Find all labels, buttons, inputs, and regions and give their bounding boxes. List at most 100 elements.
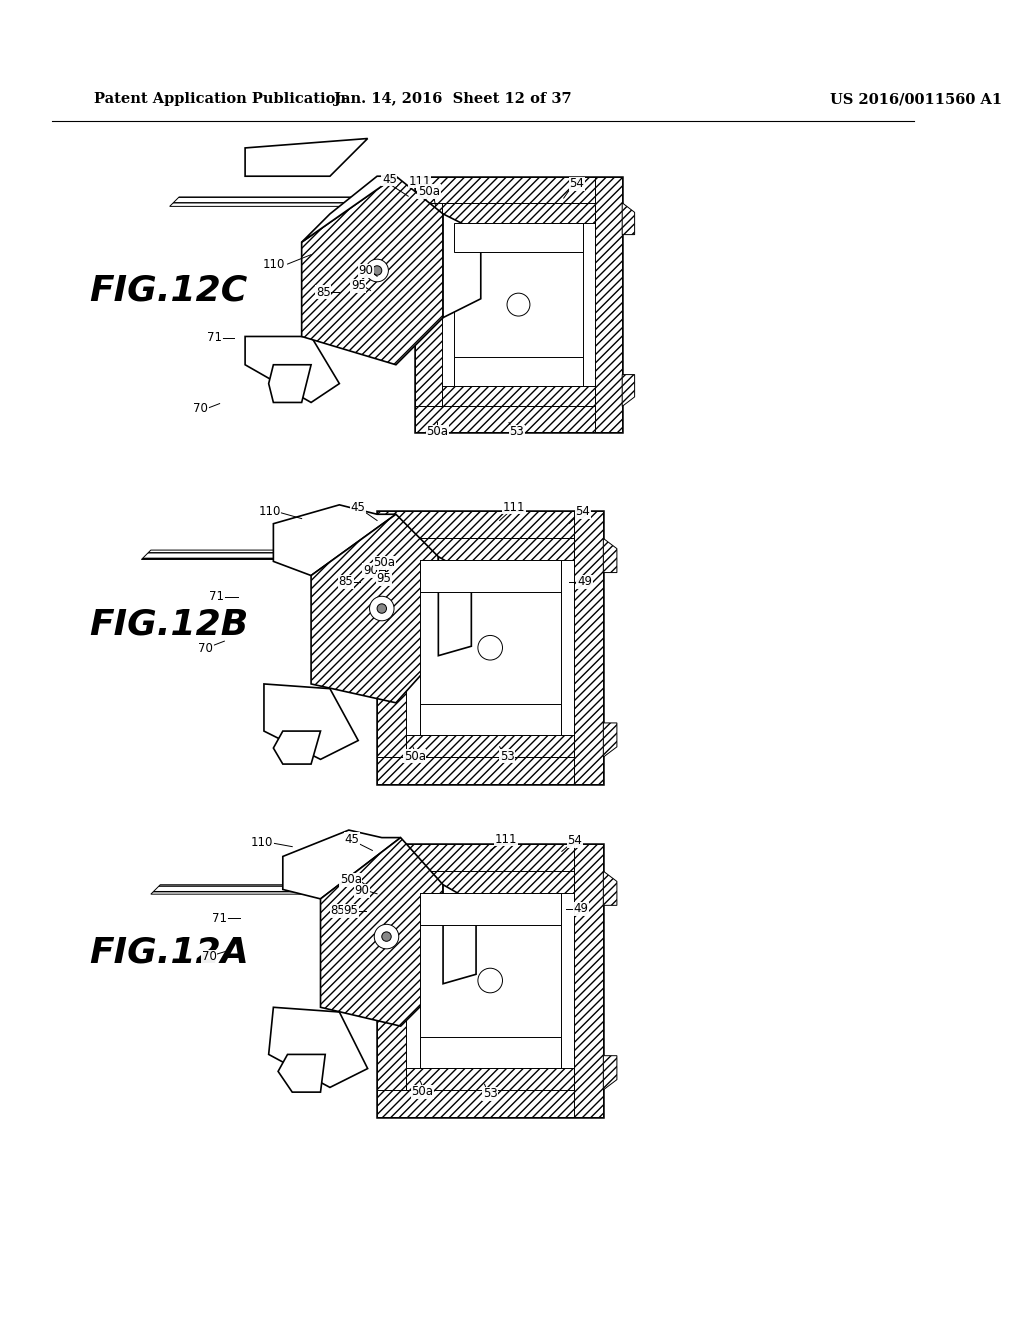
- Polygon shape: [151, 884, 443, 894]
- Text: Jan. 14, 2016  Sheet 12 of 37: Jan. 14, 2016 Sheet 12 of 37: [334, 92, 571, 106]
- Circle shape: [478, 968, 503, 993]
- Text: 50a: 50a: [426, 425, 449, 438]
- Text: 53: 53: [500, 750, 514, 763]
- Polygon shape: [443, 214, 481, 318]
- Text: 95: 95: [376, 573, 391, 586]
- Polygon shape: [311, 515, 438, 702]
- Bar: [407, 539, 573, 560]
- Polygon shape: [623, 203, 635, 235]
- Text: 50a: 50a: [374, 557, 395, 569]
- Text: FIG.12C: FIG.12C: [89, 273, 248, 308]
- Bar: [407, 735, 573, 758]
- Text: 54: 54: [567, 834, 583, 847]
- Bar: [377, 511, 603, 539]
- Polygon shape: [603, 1056, 616, 1090]
- Polygon shape: [273, 731, 321, 764]
- Bar: [420, 894, 560, 924]
- Circle shape: [382, 932, 391, 941]
- Bar: [420, 704, 560, 735]
- Bar: [441, 203, 595, 223]
- Bar: [377, 511, 603, 784]
- Bar: [420, 1036, 560, 1068]
- Text: 70: 70: [198, 643, 213, 655]
- Bar: [454, 223, 583, 385]
- Polygon shape: [283, 830, 400, 899]
- Bar: [377, 539, 407, 758]
- Text: 70: 70: [194, 401, 208, 414]
- Bar: [415, 177, 623, 432]
- Polygon shape: [141, 550, 438, 560]
- Text: 70: 70: [202, 950, 217, 964]
- Bar: [415, 177, 623, 203]
- Text: 50a: 50a: [403, 750, 426, 763]
- Text: 95: 95: [351, 280, 366, 292]
- Bar: [441, 385, 595, 407]
- Circle shape: [373, 265, 382, 275]
- Text: 49: 49: [573, 903, 588, 915]
- Text: 71: 71: [209, 590, 224, 603]
- Text: 53: 53: [509, 425, 524, 438]
- Text: US 2016/0011560 A1: US 2016/0011560 A1: [829, 92, 1001, 106]
- Text: 85: 85: [316, 286, 331, 298]
- Polygon shape: [443, 884, 476, 983]
- Bar: [415, 203, 441, 407]
- Bar: [595, 177, 623, 432]
- Text: 90: 90: [358, 264, 373, 277]
- Text: 85: 85: [339, 576, 353, 589]
- Text: 53: 53: [483, 1088, 498, 1100]
- Bar: [377, 843, 603, 1117]
- Text: 45: 45: [351, 500, 366, 513]
- Bar: [420, 560, 560, 735]
- Polygon shape: [603, 871, 616, 906]
- Text: 111: 111: [409, 174, 431, 187]
- Circle shape: [370, 597, 394, 620]
- Text: 111: 111: [503, 500, 525, 513]
- Polygon shape: [302, 176, 396, 242]
- Text: 50a: 50a: [340, 873, 361, 886]
- Text: 45: 45: [344, 833, 359, 846]
- Polygon shape: [302, 176, 443, 364]
- Bar: [407, 1068, 573, 1090]
- Bar: [415, 407, 623, 432]
- Text: 49: 49: [577, 576, 592, 589]
- Polygon shape: [273, 504, 396, 576]
- Polygon shape: [438, 557, 471, 656]
- Bar: [407, 871, 573, 894]
- Bar: [420, 894, 560, 1068]
- Circle shape: [478, 635, 503, 660]
- Text: 110: 110: [251, 837, 273, 849]
- Text: 50a: 50a: [418, 185, 440, 198]
- Circle shape: [374, 924, 398, 949]
- Bar: [377, 1090, 603, 1117]
- Text: 54: 54: [569, 177, 585, 190]
- Text: 85: 85: [330, 904, 345, 917]
- Bar: [420, 560, 560, 591]
- Text: 90: 90: [364, 564, 378, 577]
- Circle shape: [377, 603, 386, 614]
- Circle shape: [366, 259, 388, 281]
- Text: Patent Application Publication: Patent Application Publication: [94, 92, 346, 106]
- Bar: [573, 843, 603, 1117]
- Polygon shape: [603, 539, 616, 573]
- Text: 90: 90: [354, 884, 370, 898]
- Text: 95: 95: [343, 904, 358, 917]
- Bar: [377, 758, 603, 784]
- Text: FIG.12B: FIG.12B: [89, 607, 249, 642]
- Text: FIG.12A: FIG.12A: [89, 936, 249, 969]
- Polygon shape: [245, 337, 339, 403]
- Polygon shape: [603, 723, 616, 758]
- Text: 50a: 50a: [412, 1085, 433, 1098]
- Text: 110: 110: [258, 506, 281, 519]
- Polygon shape: [170, 197, 382, 206]
- Bar: [377, 843, 603, 871]
- Circle shape: [507, 293, 530, 315]
- Bar: [377, 871, 407, 1090]
- Text: 111: 111: [495, 833, 517, 846]
- Text: 110: 110: [262, 257, 285, 271]
- Bar: [454, 223, 583, 252]
- Bar: [454, 356, 583, 385]
- Bar: [573, 511, 603, 784]
- Polygon shape: [279, 1055, 326, 1092]
- Text: 71: 71: [212, 912, 227, 925]
- Polygon shape: [264, 684, 358, 759]
